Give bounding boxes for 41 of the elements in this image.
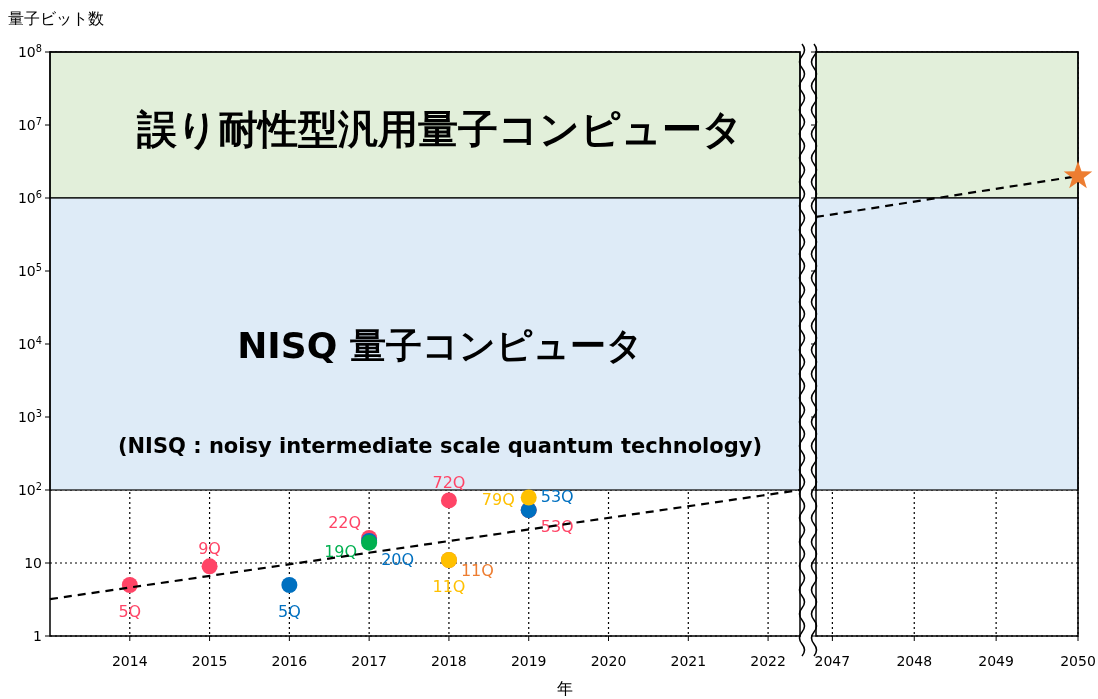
x-tick-label: 2017 <box>351 653 387 669</box>
point <box>201 558 218 575</box>
band-label: NISQ 量子コンピュータ <box>237 325 643 366</box>
x-tick-label: 2047 <box>814 653 851 669</box>
y-tick-label: 10$^{6}$ <box>17 188 42 206</box>
x-tick-label: 2048 <box>896 653 933 669</box>
data-label: 79Q <box>481 490 515 510</box>
y-tick-label: 1 <box>33 628 42 644</box>
y-tick-label: 10$^{5}$ <box>17 261 42 279</box>
x-tick-label: 2018 <box>431 653 467 669</box>
x-tick-label: 2021 <box>670 653 707 669</box>
x-tick-label: 2016 <box>271 653 308 669</box>
point <box>520 489 537 506</box>
data-label: 5Q <box>277 601 301 621</box>
x-axis-title: 年 <box>557 679 573 698</box>
point <box>281 576 298 593</box>
x-tick-label: 2020 <box>590 653 627 669</box>
x-tick-label: 2049 <box>978 653 1014 669</box>
data-label: 19Q <box>324 541 358 561</box>
y-tick-label: 10$^{4}$ <box>17 334 42 352</box>
x-tick-label: 2014 <box>111 653 148 669</box>
data-label: 9Q <box>198 539 221 559</box>
data-label: 53Q <box>540 517 574 537</box>
x-tick-label: 2050 <box>1060 653 1096 669</box>
y-tick-label: 10$^{3}$ <box>17 407 42 425</box>
x-tick-label: 2022 <box>750 653 786 669</box>
point <box>440 492 457 509</box>
annotation: (NISQ : noisy intermediate scale quantum technology) <box>117 434 763 458</box>
band-label: 誤り耐性型汎用量子コンピュータ <box>136 106 743 152</box>
data-label: 22Q <box>328 513 362 532</box>
data-label: 20Q <box>381 550 415 570</box>
y-tick-label: 10 <box>24 555 42 571</box>
x-tick-label: 2019 <box>510 653 547 669</box>
y-tick-label: 10$^{7}$ <box>17 115 42 133</box>
data-label: 53Q <box>540 487 574 507</box>
y-tick-label: 10$^{8}$ <box>17 42 42 60</box>
y-tick-label: 10$^{2}$ <box>17 480 42 498</box>
x-tick-label: 2015 <box>191 653 228 669</box>
data-label: 5Q <box>118 601 142 621</box>
data-label: 72Q <box>432 473 466 493</box>
y-axis-title: 量子ビット数 <box>8 9 104 28</box>
